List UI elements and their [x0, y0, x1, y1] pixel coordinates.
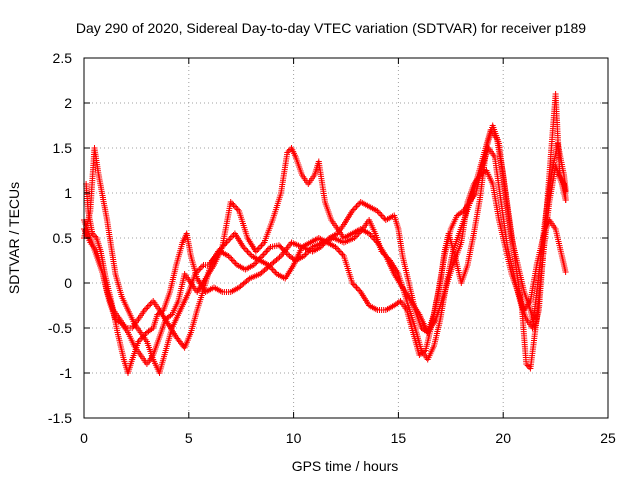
x-tick-label: 25: [600, 430, 616, 446]
y-tick-label: -1: [60, 365, 73, 381]
y-tick-label: 0: [64, 275, 72, 291]
y-tick-label: -0.5: [48, 320, 72, 336]
data-markers: [81, 91, 569, 376]
x-tick-label: 20: [495, 430, 511, 446]
x-tick-labels: 0 5 10 15 20 25: [80, 430, 616, 446]
x-tick-label: 10: [286, 430, 302, 446]
x-axis-label: GPS time / hours: [292, 458, 399, 474]
y-tick-label: 0.5: [53, 230, 73, 246]
marker-cluster: [83, 91, 569, 376]
y-tick-label: 2: [64, 95, 72, 111]
y-tick-label: 2.5: [53, 50, 73, 66]
y-axis-label: SDTVAR / TECUs: [6, 182, 22, 294]
y-tick-label: 1: [64, 185, 72, 201]
y-tick-label: -1.5: [48, 410, 72, 426]
x-tick-label: 15: [391, 430, 407, 446]
chart-title: Day 290 of 2020, Sidereal Day-to-day VTE…: [76, 20, 586, 36]
x-tick-label: 5: [185, 430, 193, 446]
y-tick-label: 1.5: [53, 140, 73, 156]
series-track-2: [83, 91, 569, 376]
x-tick-label: 0: [80, 430, 88, 446]
grid-lines: [84, 58, 608, 418]
y-tick-labels: -1.5 -1 -0.5 0 0.5 1 1.5 2 2.5: [48, 50, 72, 426]
axis-ticks: [83, 57, 609, 419]
